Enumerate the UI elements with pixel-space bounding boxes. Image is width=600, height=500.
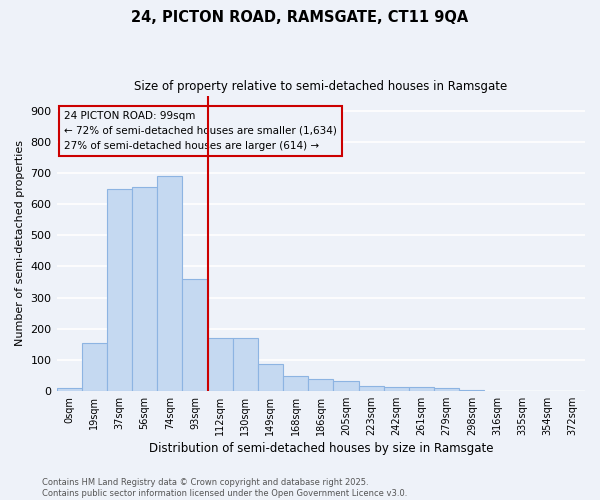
Bar: [132, 187, 157, 391]
Bar: [157, 176, 182, 391]
Y-axis label: Number of semi-detached properties: Number of semi-detached properties: [15, 140, 25, 346]
Bar: [383, 387, 409, 391]
Bar: [233, 338, 258, 391]
Title: Size of property relative to semi-detached houses in Ramsgate: Size of property relative to semi-detach…: [134, 80, 508, 93]
Bar: [308, 380, 334, 391]
Bar: [283, 376, 308, 391]
Text: Contains HM Land Registry data © Crown copyright and database right 2025.
Contai: Contains HM Land Registry data © Crown c…: [42, 478, 407, 498]
Bar: [208, 338, 233, 391]
Bar: [107, 189, 132, 391]
Text: 24 PICTON ROAD: 99sqm
← 72% of semi-detached houses are smaller (1,634)
27% of s: 24 PICTON ROAD: 99sqm ← 72% of semi-deta…: [64, 111, 337, 150]
Bar: [258, 364, 283, 391]
Bar: [409, 387, 434, 391]
Bar: [182, 279, 208, 391]
Bar: [56, 388, 82, 391]
Text: 24, PICTON ROAD, RAMSGATE, CT11 9QA: 24, PICTON ROAD, RAMSGATE, CT11 9QA: [131, 10, 469, 25]
Bar: [82, 342, 107, 391]
Bar: [459, 390, 484, 391]
Bar: [359, 386, 383, 391]
Bar: [434, 388, 459, 391]
Bar: [334, 381, 359, 391]
X-axis label: Distribution of semi-detached houses by size in Ramsgate: Distribution of semi-detached houses by …: [149, 442, 493, 455]
